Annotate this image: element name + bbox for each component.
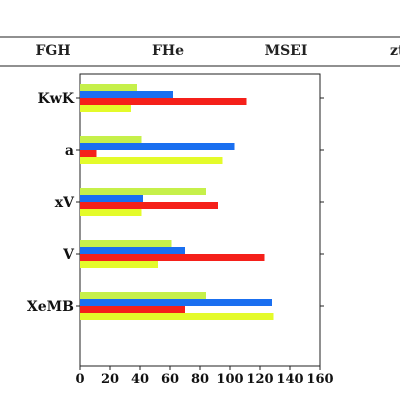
bar-xV-s4 [80,209,142,216]
bar-XeMB-s2 [80,299,272,306]
bar-V-s2 [80,247,185,254]
value-tick-label: 80 [191,372,209,387]
header-strip: FGH FHe MSEI zt [0,36,400,67]
bar-a-s1 [80,136,142,143]
category-label: xV [55,195,75,211]
value-tick-label: 100 [216,372,243,387]
value-tick-label: 140 [276,372,303,387]
category-label: V [62,247,75,263]
bar-a-s2 [80,143,235,150]
value-tick-label: 120 [246,372,273,387]
bar-XeMB-s4 [80,313,274,320]
value-tick-label: 0 [75,372,84,387]
category-label: XeMB [27,299,74,315]
category-label: KwK [38,91,75,107]
value-tick-label: 40 [131,372,149,387]
value-tick-label: 160 [306,372,333,387]
bar-a-s4 [80,157,223,164]
bar-V-s4 [80,261,158,268]
plot-frame [79,73,321,367]
value-tick-label: 20 [101,372,119,387]
bar-V-s1 [80,240,172,247]
bar-XeMB-s3 [80,306,185,313]
value-tick-label: 60 [161,372,179,387]
bar-xV-s1 [80,188,206,195]
header-column-1: FGH [35,43,70,59]
category-axis: KwK a xV V XeMB [27,91,324,315]
bar-a-s3 [80,150,97,157]
bar-KwK-s4 [80,105,131,112]
bar-xV-s3 [80,202,218,209]
value-axis: 0 20 40 60 80 100 120 140 160 [75,366,334,387]
bar-KwK-s1 [80,84,137,91]
bars-group [80,84,274,320]
header-column-4: zt [390,43,400,59]
category-label: a [65,143,74,159]
bar-V-s3 [80,254,265,261]
bar-xV-s2 [80,195,143,202]
bar-KwK-s2 [80,91,173,98]
bar-XeMB-s1 [80,292,206,299]
header-column-3: MSEI [265,43,308,59]
bar-KwK-s3 [80,98,247,105]
header-column-2: FHe [152,43,184,59]
